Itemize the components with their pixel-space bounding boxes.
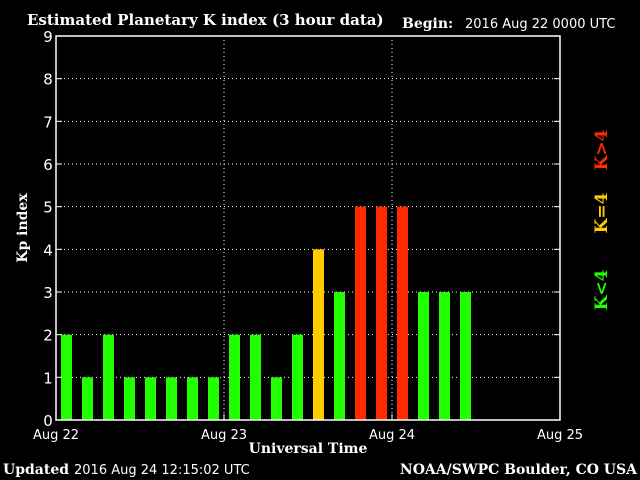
- y-tick-label: 7: [43, 113, 53, 131]
- y-tick-label: 3: [43, 284, 53, 302]
- kp-bar: [187, 377, 198, 420]
- kp-bar: [124, 377, 135, 420]
- x-tick-label: Aug 22: [33, 428, 79, 443]
- grid-lines: [56, 36, 560, 420]
- legend-mid: K=4: [592, 192, 612, 233]
- kp-bar: [166, 377, 177, 420]
- y-tick-label: 1: [43, 369, 53, 387]
- kp-bar: [250, 334, 261, 420]
- chart-title: Estimated Planetary K index (3 hour data…: [27, 11, 384, 29]
- kp-bar: [439, 292, 450, 420]
- kp-bar: [460, 292, 471, 420]
- kp-bar: [61, 334, 72, 420]
- y-tick-label: 2: [43, 327, 53, 345]
- kp-bar: [292, 334, 303, 420]
- updated-label: Updated: [3, 462, 69, 478]
- source-credit: NOAA/SWPC Boulder, CO USA: [400, 462, 638, 478]
- y-tick-label: 8: [43, 71, 53, 89]
- kp-bar: [208, 377, 219, 420]
- x-ticks: Aug 22 Aug 23 Aug 24 Aug 25: [33, 414, 583, 443]
- y-tick-label: 4: [43, 241, 53, 259]
- kp-bar: [355, 206, 366, 420]
- y-axis-label: Kp index: [15, 193, 31, 263]
- x-axis-label: Universal Time: [249, 441, 368, 457]
- x-tick-label: Aug 24: [369, 428, 415, 443]
- y-tick-label: 9: [43, 28, 53, 46]
- kp-bar: [82, 377, 93, 420]
- kp-bar: [418, 292, 429, 420]
- begin-label: Begin:: [402, 16, 453, 32]
- x-tick-label: Aug 23: [201, 428, 247, 443]
- begin-value: 2016 Aug 22 0000 UTC: [465, 17, 615, 32]
- kp-bar: [334, 292, 345, 420]
- legend-low: K<4: [592, 269, 612, 310]
- kp-bar: [397, 206, 408, 420]
- kp-bar: [271, 377, 282, 420]
- kp-bar: [103, 334, 114, 420]
- plot-frame: [55, 35, 561, 421]
- y-tick-label: 6: [43, 156, 53, 174]
- x-tick-label: Aug 25: [537, 428, 583, 443]
- legend-high: K>4: [592, 129, 612, 170]
- updated-value: 2016 Aug 24 12:15:02 UTC: [74, 463, 250, 478]
- kp-bar: [145, 377, 156, 420]
- y-tick-label: 5: [43, 199, 53, 217]
- y-ticks: 0 1 2 3 4 5 6 7 8 9: [43, 28, 560, 430]
- y-tick-label: 0: [43, 412, 53, 430]
- kp-bar: [229, 334, 240, 420]
- kp-bar: [376, 206, 387, 420]
- bars: [61, 206, 471, 420]
- kp-bar: [313, 249, 324, 420]
